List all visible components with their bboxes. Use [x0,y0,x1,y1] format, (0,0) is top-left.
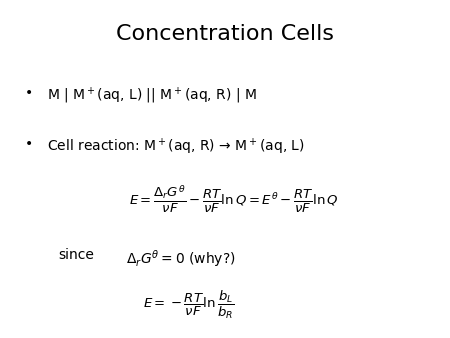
Text: $E = \dfrac{\Delta_r G^{\theta}}{\nu F} - \dfrac{RT}{\nu F}\ln Q = E^{\theta} - : $E = \dfrac{\Delta_r G^{\theta}}{\nu F} … [129,184,339,215]
Text: $E = -\dfrac{RT}{\nu F}\ln\dfrac{b_L}{b_R}$: $E = -\dfrac{RT}{\nu F}\ln\dfrac{b_L}{b_… [144,289,234,321]
Text: Cell reaction: M$^+$(aq, R) → M$^+$(aq, L): Cell reaction: M$^+$(aq, R) → M$^+$(aq, … [47,137,305,157]
Text: •: • [25,86,33,100]
Text: •: • [25,137,33,151]
Text: since: since [58,248,94,262]
Text: $\Delta_r G^{\theta} = 0$ (why?): $\Delta_r G^{\theta} = 0$ (why?) [126,248,236,269]
Text: Concentration Cells: Concentration Cells [116,24,334,44]
Text: M | M$^+$(aq, L) || M$^+$(aq, R) | M: M | M$^+$(aq, L) || M$^+$(aq, R) | M [47,86,257,106]
